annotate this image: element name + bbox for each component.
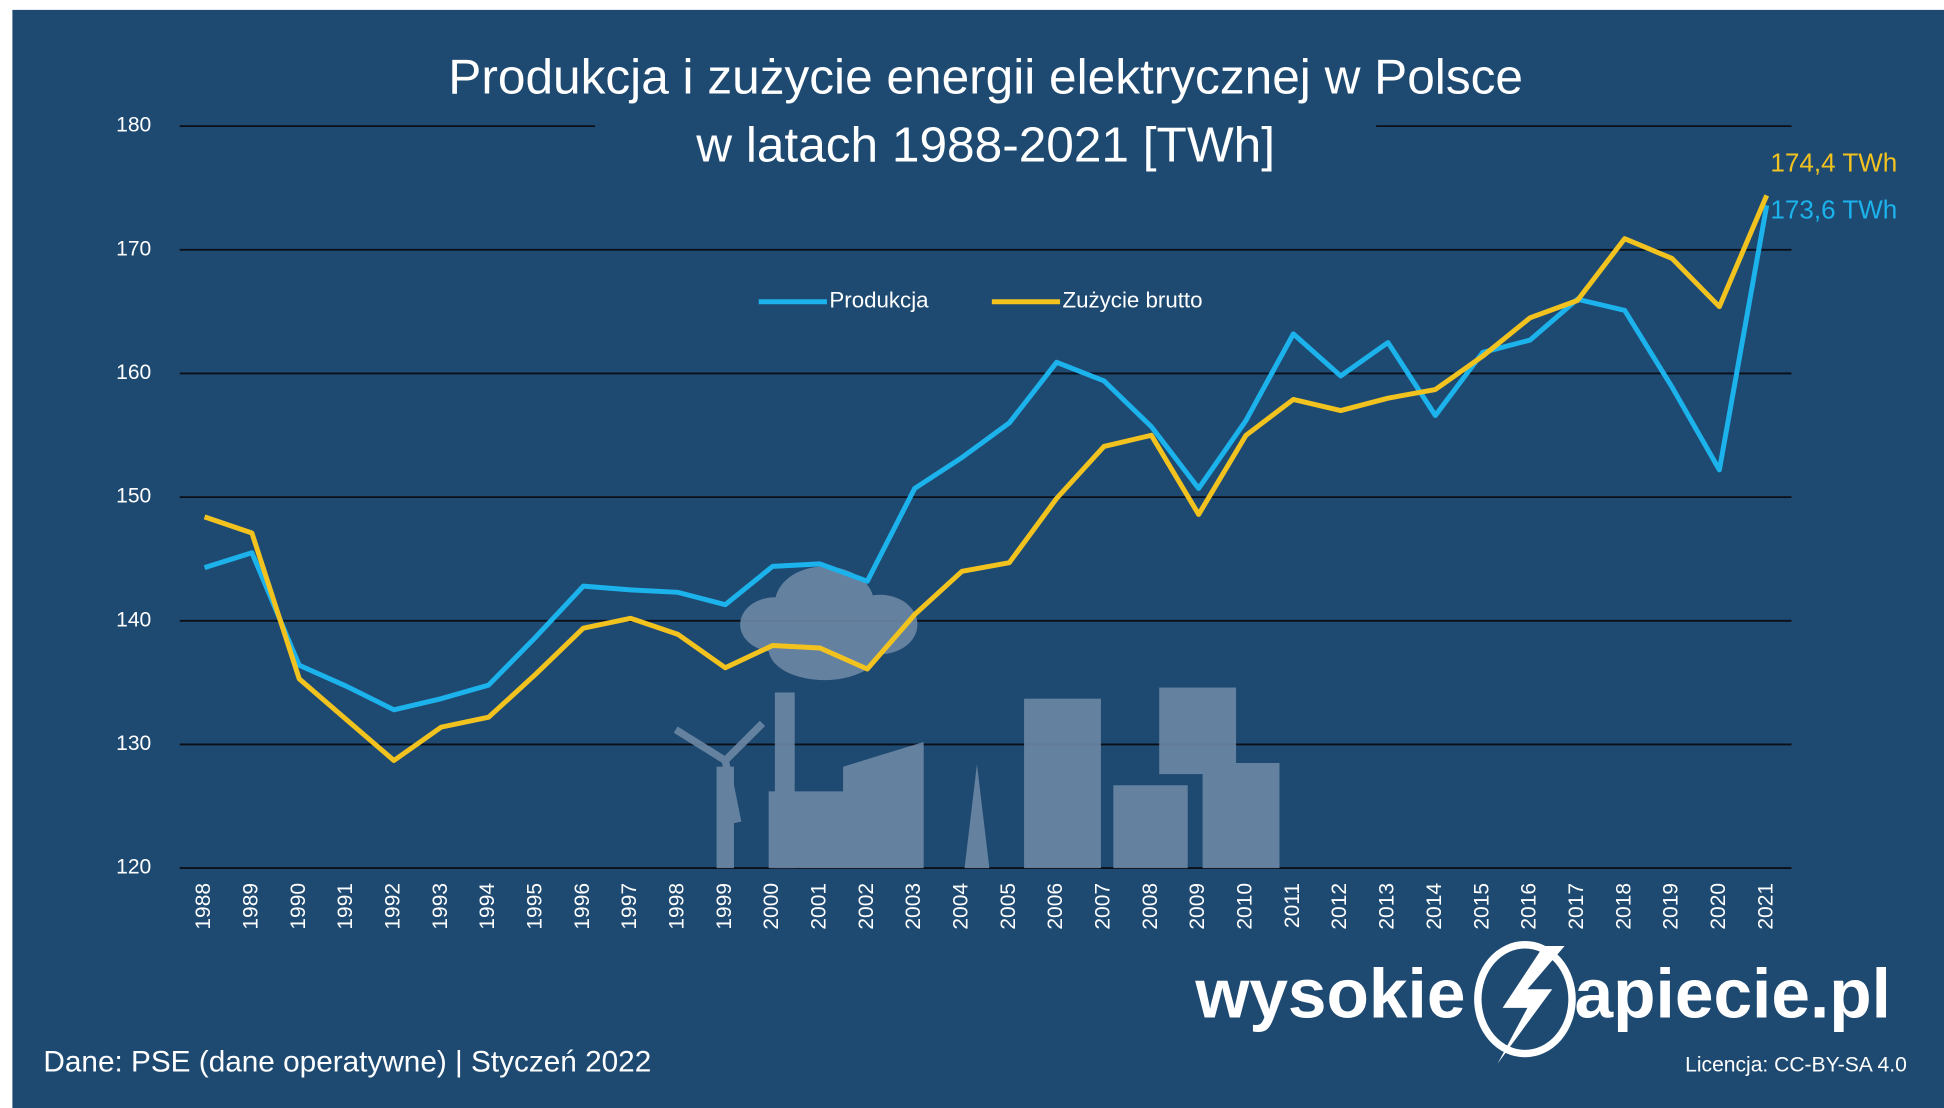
x-tick-label: 2008	[1139, 883, 1162, 930]
x-tick-label: 2012	[1328, 883, 1351, 930]
legend-label: Produkcja	[829, 288, 929, 313]
x-tick-label: 2019	[1660, 883, 1683, 930]
x-tick-label: 2010	[1234, 883, 1257, 930]
x-tick-label: 2000	[760, 883, 783, 930]
legend-label: Zużycie brutto	[1063, 288, 1203, 313]
x-tick-label: 2013	[1376, 883, 1399, 930]
chart-title: Produkcja i zużycie energii elektrycznej…	[448, 49, 1523, 104]
logo-left: wysokie	[1194, 955, 1465, 1033]
x-tick-label: 2015	[1470, 883, 1493, 930]
license: Licencja: CC-BY-SA 4.0	[1685, 1054, 1907, 1077]
chart-subtitle: w latach 1988-2021 [TWh]	[695, 118, 1275, 173]
y-tick-label: 130	[116, 732, 151, 755]
x-tick-label: 2016	[1518, 883, 1541, 930]
y-tick-label: 120	[116, 856, 151, 879]
x-tick-label: 2005	[997, 883, 1020, 930]
page: Produkcja i zużycie energii elektrycznej…	[0, 0, 1944, 1108]
source-note: Dane: PSE (dane operatywne) | Styczeń 20…	[43, 1045, 651, 1078]
x-tick-label: 1999	[713, 883, 736, 930]
x-tick-label: 1998	[665, 883, 688, 930]
end-label: 174,4 TWh	[1770, 147, 1897, 177]
x-tick-label: 1990	[287, 883, 310, 930]
x-tick-label: 2011	[1281, 883, 1304, 928]
x-tick-label: 2001	[808, 883, 831, 930]
x-tick-label: 1994	[476, 883, 499, 930]
x-tick-label: 2002	[855, 883, 878, 930]
end-label: 173,6 TWh	[1770, 194, 1897, 224]
x-tick-label: 2003	[902, 883, 925, 930]
x-tick-label: 2009	[1186, 883, 1209, 930]
x-tick-label: 1993	[429, 883, 452, 930]
x-tick-label: 1989	[239, 883, 262, 930]
x-tick-label: 1995	[523, 883, 546, 930]
y-tick-label: 180	[116, 114, 151, 137]
chart: Produkcja i zużycie energii elektrycznej…	[0, 0, 1944, 1108]
x-tick-label: 2004	[950, 883, 973, 930]
x-tick-label: 1997	[618, 883, 641, 930]
y-tick-label: 170	[116, 237, 151, 260]
x-tick-label: 2006	[1044, 883, 1067, 930]
x-tick-label: 1991	[334, 883, 357, 930]
logo-right: apiecie.pl	[1575, 955, 1891, 1033]
x-tick-label: 1988	[192, 883, 215, 930]
x-tick-label: 1992	[381, 883, 404, 930]
x-tick-label: 2020	[1707, 883, 1730, 930]
x-tick-label: 2007	[1092, 883, 1115, 930]
x-tick-label: 1996	[571, 883, 594, 930]
x-tick-label: 2017	[1565, 883, 1588, 930]
x-tick-label: 2014	[1423, 883, 1446, 930]
y-tick-label: 160	[116, 361, 151, 384]
y-tick-label: 140	[116, 608, 151, 631]
x-tick-label: 2018	[1612, 883, 1635, 930]
y-tick-label: 150	[116, 485, 151, 508]
x-tick-label: 2021	[1754, 883, 1777, 930]
